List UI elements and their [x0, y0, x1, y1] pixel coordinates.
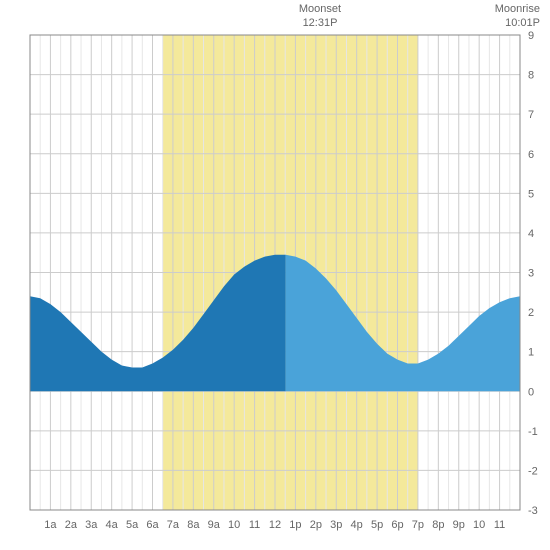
y-tick-label: -1 [528, 426, 538, 438]
x-tick-label: 8p [432, 519, 444, 531]
y-tick-label: -2 [528, 465, 538, 477]
x-tick-label: 7p [412, 519, 424, 531]
x-tick-label: 12 [269, 519, 281, 531]
x-tick-label: 4a [106, 519, 119, 531]
x-tick-label: 3p [330, 519, 342, 531]
x-tick-label: 7a [167, 519, 180, 531]
x-tick-label: 10 [228, 519, 240, 531]
x-tick-label: 10 [473, 519, 485, 531]
x-tick-label: 2p [310, 519, 322, 531]
x-tick-label: 1a [44, 519, 57, 531]
x-tick-label: 6a [146, 519, 159, 531]
x-tick-label: 11 [494, 519, 505, 531]
moonset-time: 12:31P [303, 17, 338, 29]
y-tick-label: 5 [528, 188, 534, 200]
x-tick-label: 8a [187, 519, 200, 531]
x-tick-label: 3a [85, 519, 98, 531]
tide-chart-svg: -3-2-101234567891a2a3a4a5a6a7a8a9a101112… [0, 0, 550, 550]
x-tick-label: 11 [249, 519, 260, 531]
x-tick-label: 1p [289, 519, 301, 531]
moonset-title: Moonset [299, 3, 341, 15]
y-tick-label: 4 [528, 228, 534, 240]
y-tick-label: 0 [528, 386, 534, 398]
x-tick-label: 9a [208, 519, 221, 531]
y-tick-label: 2 [528, 307, 534, 319]
y-tick-label: 9 [528, 30, 534, 42]
moonrise-title: Moonrise [495, 3, 540, 15]
y-tick-label: -3 [528, 505, 538, 517]
moonset-label: Moonset 12:31P [280, 2, 360, 31]
moonrise-label: Moonrise 10:01P [460, 2, 540, 31]
x-tick-label: 5a [126, 519, 139, 531]
y-tick-label: 8 [528, 70, 534, 82]
y-tick-label: 7 [528, 109, 534, 121]
moonrise-time: 10:01P [505, 17, 540, 29]
x-tick-label: 6p [391, 519, 403, 531]
y-tick-label: 3 [528, 268, 534, 280]
y-tick-label: 6 [528, 149, 534, 161]
tide-area-am [30, 255, 286, 392]
x-tick-label: 2a [65, 519, 78, 531]
tide-chart: Moonset 12:31P Moonrise 10:01P -3-2-1012… [0, 0, 550, 550]
x-tick-label: 4p [351, 519, 363, 531]
y-tick-label: 1 [528, 347, 534, 359]
x-tick-label: 9p [453, 519, 465, 531]
x-tick-label: 5p [371, 519, 383, 531]
